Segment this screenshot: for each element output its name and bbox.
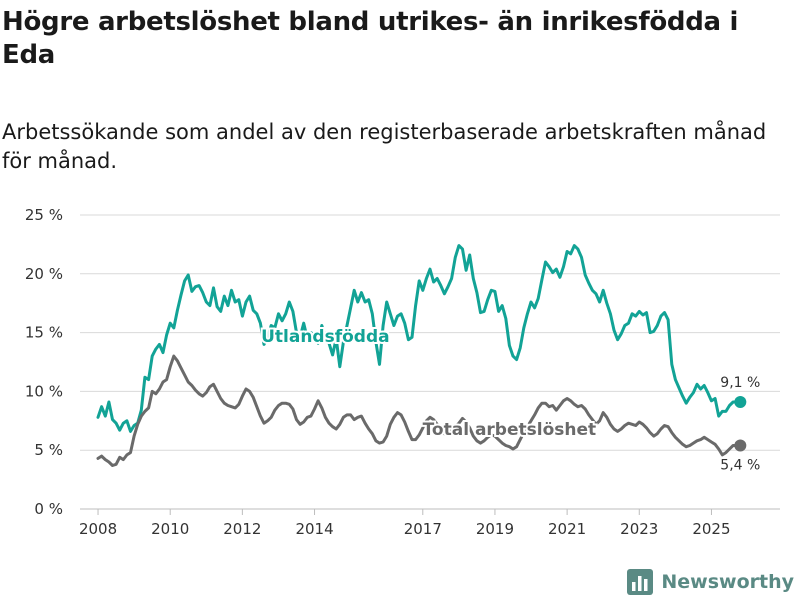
- x-tick-label: 2021: [548, 520, 586, 538]
- y-tick-label: 5 %: [34, 441, 63, 459]
- y-tick-label: 25 %: [25, 206, 63, 224]
- brand[interactable]: Newsworthy: [627, 568, 794, 596]
- x-tick-label: 2017: [404, 520, 442, 538]
- series-lines: [96, 244, 747, 467]
- chart-subtitle: Arbetssökande som andel av den registerb…: [2, 120, 767, 173]
- y-tick-label: 20 %: [25, 265, 63, 283]
- x-tick-label: 2012: [223, 520, 261, 538]
- x-tick-label: 2010: [151, 520, 189, 538]
- end-value-label: 5,4 %: [720, 457, 760, 473]
- series-line-total-arbetsl-shet: [96, 354, 742, 467]
- x-axis: 2008 2010 2012 2014 2017 2019 2021 2023 2025: [79, 509, 731, 538]
- end-point-utlandsf-dda: [734, 395, 747, 408]
- brand-name: Newsworthy: [661, 571, 794, 593]
- x-tick-label: 2023: [620, 520, 658, 538]
- series-line-utlandsf-dda: [96, 244, 742, 433]
- end-point-total-arbetsl-shet: [734, 439, 747, 452]
- chart-title: Högre arbetslöshet bland utrikes- än inr…: [2, 7, 739, 70]
- y-axis: 0 % 5 % 10 % 15 % 20 % 25 %: [25, 206, 63, 518]
- grid-lines: [80, 214, 780, 510]
- series-name-label: Utlandsfödda: [261, 327, 390, 347]
- x-tick-label: 2008: [79, 520, 117, 538]
- x-tick-label: 2014: [295, 520, 333, 538]
- x-tick-label: 2025: [692, 520, 730, 538]
- bar-chart-logo-icon: [627, 569, 654, 595]
- series-name-label: Total arbetslöshet: [423, 420, 597, 440]
- y-tick-label: 15 %: [25, 324, 63, 342]
- end-value-label: 9,1 %: [720, 375, 760, 391]
- y-tick-label: 10 %: [25, 382, 63, 400]
- x-tick-label: 2019: [476, 520, 514, 538]
- y-tick-label: 0 %: [34, 500, 63, 518]
- series-labels: 9,1 % 5,4 % Utlandsfödda Total arbetslöshet: [259, 325, 760, 473]
